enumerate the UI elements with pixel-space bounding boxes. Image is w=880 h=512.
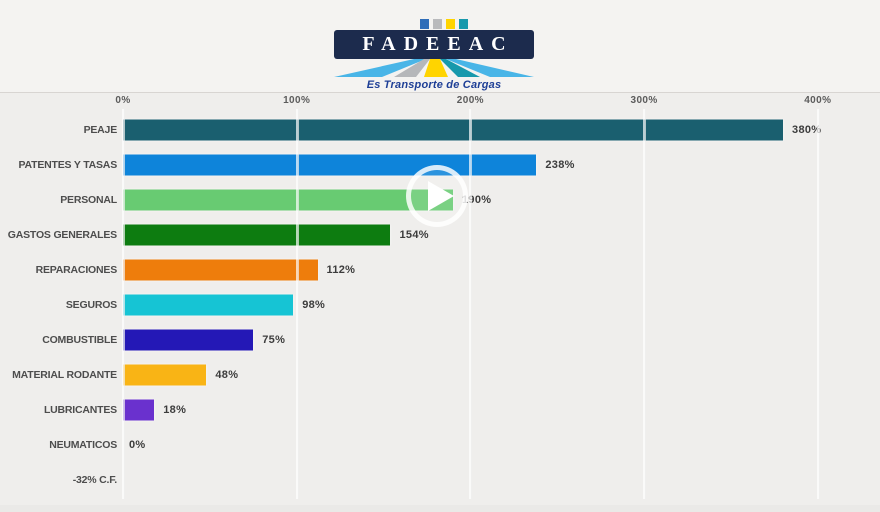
play-button[interactable]: [406, 165, 468, 227]
bottom-edge: [0, 505, 880, 512]
gridline: [122, 109, 125, 499]
fadeeac-logo: FADEEAC Es Transporte de Cargas: [334, 19, 534, 91]
bar: [123, 329, 254, 350]
value-label: 0%: [129, 438, 146, 451]
category-label: PERSONAL: [60, 193, 117, 206]
bar: [123, 189, 454, 210]
chart-row: COMBUSTIBLE 75%: [0, 322, 880, 357]
logo-road-graphic: [334, 59, 534, 77]
logo-color-bar: [446, 19, 455, 29]
chart-row: LUBRICANTES 18%: [0, 392, 880, 427]
value-label: 380%: [792, 123, 822, 136]
value-label: 48%: [215, 368, 239, 381]
logo-box: FADEEAC: [334, 30, 534, 59]
bar: [123, 259, 318, 280]
plot-area: PEAJE 380% PATENTES Y TASAS 238% PERSONAL 190…: [0, 92, 880, 512]
category-label: GASTOS GENERALES: [7, 228, 117, 241]
x-axis-tick: 400%: [804, 95, 832, 106]
value-label: 98%: [302, 298, 326, 311]
play-icon: [428, 181, 454, 211]
gridline: [469, 109, 473, 499]
category-label: SEGUROS: [65, 298, 117, 311]
gridline: [295, 109, 299, 499]
bar: [123, 399, 155, 420]
value-label: 154%: [399, 228, 429, 241]
category-label: COMBUSTIBLE: [42, 333, 117, 346]
bar: [123, 364, 207, 385]
category-label: NEUMATICOS: [49, 438, 117, 451]
bar: [123, 119, 784, 140]
chart-row: NEUMATICOS 0%: [0, 427, 880, 462]
bar: [123, 294, 294, 315]
value-label: 75%: [262, 333, 286, 346]
logo-color-bar: [433, 19, 442, 29]
category-label: MATERIAL RODANTE: [12, 368, 117, 381]
chart-row: MATERIAL RODANTE 48%: [0, 357, 880, 392]
x-axis-tick: 100%: [283, 95, 311, 106]
chart-row: PEAJE 380%: [0, 112, 880, 147]
gridline: [643, 109, 647, 499]
road-stripe: [424, 59, 448, 77]
logo-text: FADEEAC: [362, 33, 514, 55]
value-label: 190%: [462, 193, 492, 206]
logo-top-bars: [354, 19, 534, 29]
category-label: -32% C.F.: [72, 473, 117, 486]
x-axis-tick: 0%: [115, 95, 131, 106]
category-label: LUBRICANTES: [43, 403, 117, 416]
x-axis-tick: 300%: [630, 95, 658, 106]
value-label: 238%: [545, 158, 575, 171]
chart-row: REPARACIONES 112%: [0, 252, 880, 287]
value-label: 112%: [326, 263, 356, 276]
gridline: [816, 109, 820, 499]
bar: [123, 154, 537, 175]
chart-row: PERSONAL 190%: [0, 182, 880, 217]
logo-tagline: Es Transporte de Cargas: [366, 79, 502, 91]
logo-color-bar: [459, 19, 468, 29]
chart-row: -32% C.F.: [0, 462, 880, 497]
chart-row: GASTOS GENERALES 154%: [0, 217, 880, 252]
category-label: REPARACIONES: [35, 263, 118, 276]
category-label: PEAJE: [83, 123, 118, 136]
logo-color-bar: [420, 19, 429, 29]
value-label: 18%: [163, 403, 187, 416]
x-axis-tick: 200%: [456, 95, 484, 106]
bar: [123, 224, 391, 245]
category-label: PATENTES Y TASAS: [18, 158, 117, 171]
header: FADEEAC Es Transporte de Cargas: [0, 0, 880, 93]
chart-row: SEGUROS 98%: [0, 287, 880, 322]
